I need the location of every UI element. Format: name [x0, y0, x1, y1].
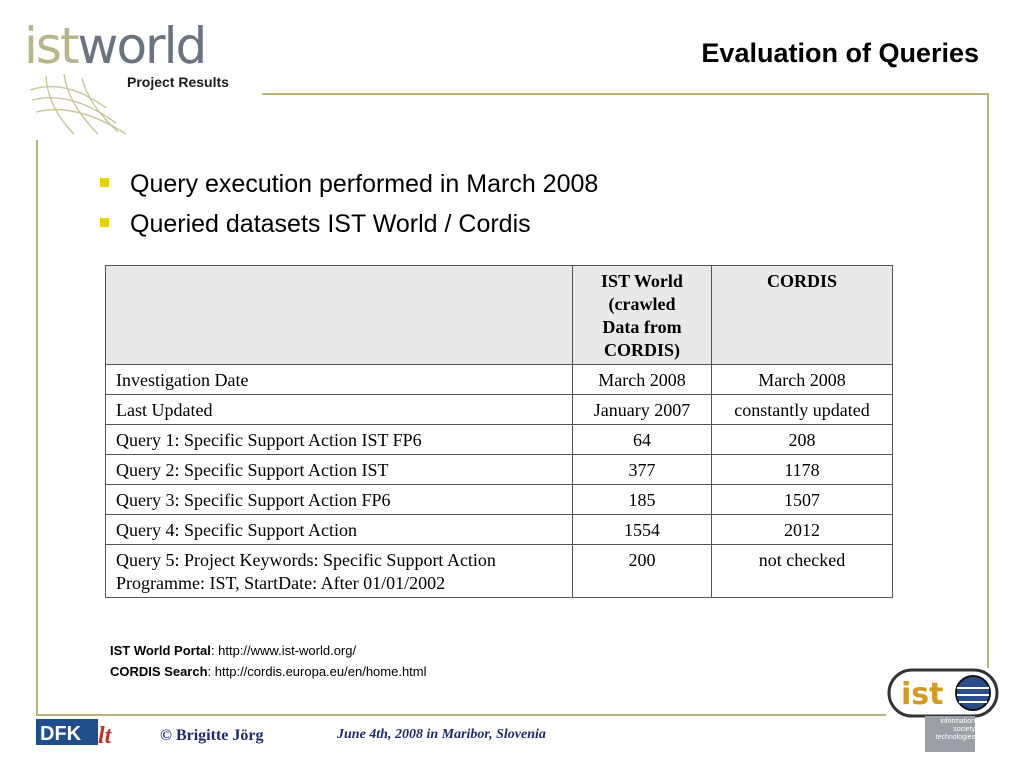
results-table: IST World (crawled Data from CORDIS) COR… — [105, 265, 893, 598]
bullet-list: Query execution performed in March 2008 … — [98, 164, 598, 244]
ist-tagline-box: information society technologies — [925, 716, 975, 752]
bullet-item: Query execution performed in March 2008 — [98, 164, 598, 204]
frame-top-line — [262, 93, 988, 95]
ist-logo-text: ist — [901, 677, 943, 712]
ist-logo-badge: ist — [887, 668, 999, 718]
logo-subtitle: Project Results — [127, 74, 229, 90]
table-row: Last Updated January 2007 constantly upd… — [105, 394, 893, 425]
row-label: Investigation Date — [105, 364, 573, 395]
slide-title: Evaluation of Queries — [701, 38, 979, 68]
bullet-item: Queried datasets IST World / Cordis — [98, 204, 598, 244]
square-bullet-icon — [100, 218, 109, 227]
cordis-value: 2012 — [711, 514, 893, 545]
cordis-link-line[interactable]: CORDIS Search: http://cordis.europa.eu/e… — [110, 664, 427, 679]
footer-date: June 4th, 2008 in Maribor, Slovenia — [337, 727, 546, 742]
row-label: Last Updated — [105, 394, 573, 425]
cordis-value: 1178 — [711, 454, 893, 485]
istworld-value: 1554 — [572, 514, 712, 545]
globe-grid-icon — [29, 73, 127, 135]
header-cell-istworld: IST World (crawled Data from CORDIS) — [572, 265, 712, 365]
istworld-value: 64 — [572, 424, 712, 455]
istworld-value: 185 — [572, 484, 712, 515]
table-row: Query 2: Specific Support Action IST 377… — [105, 454, 893, 485]
row-label: Query 3: Specific Support Action FP6 — [105, 484, 573, 515]
row-label: Query 4: Specific Support Action — [105, 514, 573, 545]
row-label: Query 2: Specific Support Action IST — [105, 454, 573, 485]
source-links: IST World Portal: http://www.ist-world.o… — [110, 640, 427, 682]
frame-bottom-line — [36, 714, 886, 716]
header-cell-cordis: CORDIS — [711, 265, 893, 365]
istworld-value: March 2008 — [572, 364, 712, 395]
frame-left-line — [36, 140, 38, 715]
lt-logo-text: lt — [98, 723, 113, 747]
table-header-row: IST World (crawled Data from CORDIS) COR… — [105, 265, 893, 365]
istworld-value: 200 — [572, 544, 712, 598]
table-row: Investigation Date March 2008 March 2008 — [105, 364, 893, 395]
footer-copyright: © Brigitte Jörg — [160, 727, 264, 744]
table-row: Query 1: Specific Support Action IST FP6… — [105, 424, 893, 455]
dfki-logo: DFK lt — [36, 719, 113, 747]
row-label: Query 5: Project Keywords: Specific Supp… — [105, 544, 573, 598]
ist-logo: ist information society technologies — [887, 668, 1001, 754]
table-row: Query 5: Project Keywords: Specific Supp… — [105, 544, 893, 598]
cordis-value: 208 — [711, 424, 893, 455]
istworld-value: January 2007 — [572, 394, 712, 425]
istworld-value: 377 — [572, 454, 712, 485]
cordis-value: not checked — [711, 544, 893, 598]
cordis-value: March 2008 — [711, 364, 893, 395]
square-bullet-icon — [100, 178, 109, 187]
table-row: Query 4: Specific Support Action 1554 20… — [105, 514, 893, 545]
frame-right-line — [987, 93, 989, 668]
cordis-value: constantly updated — [711, 394, 893, 425]
istworld-link-line[interactable]: IST World Portal: http://www.ist-world.o… — [110, 643, 357, 658]
logo-wordmark: istworld — [24, 17, 207, 75]
istworld-logo: istworld Project Results — [24, 18, 264, 138]
cordis-value: 1507 — [711, 484, 893, 515]
row-label: Query 1: Specific Support Action IST FP6 — [105, 424, 573, 455]
table-row: Query 3: Specific Support Action FP6 185… — [105, 484, 893, 515]
header-cell-empty — [105, 265, 573, 365]
dfki-logo-text: DFK — [40, 723, 82, 745]
